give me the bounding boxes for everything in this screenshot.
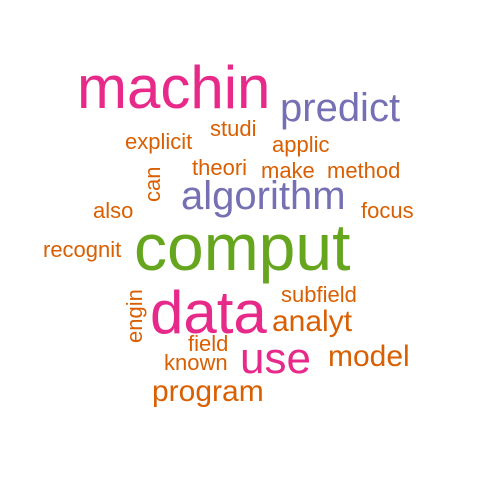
word-algorithm: algorithm <box>181 174 346 218</box>
word-method: method <box>327 158 401 183</box>
word-focus: focus <box>361 198 414 223</box>
word-studi: studi <box>210 116 257 141</box>
word-model: model <box>328 340 410 373</box>
word-subfield: subfield <box>281 282 357 307</box>
word-applic: applic <box>272 132 330 157</box>
word-program: program <box>152 375 264 408</box>
word-data: data <box>150 279 267 346</box>
word-make: make <box>261 158 315 183</box>
word-also: also <box>93 198 134 223</box>
word-comput: comput <box>134 210 351 284</box>
word-engin: engin <box>122 289 147 343</box>
word-recognit: recognit <box>43 237 122 262</box>
word-can: can <box>140 166 165 202</box>
word-explicit: explicit <box>125 129 193 154</box>
word-analyt: analyt <box>272 305 353 338</box>
word-machin: machin <box>77 54 271 121</box>
word-theori: theori <box>192 155 248 180</box>
word-use: use <box>240 334 311 383</box>
word-known: known <box>164 350 228 375</box>
word-field: field <box>188 331 229 356</box>
word-predict: predict <box>280 86 401 130</box>
